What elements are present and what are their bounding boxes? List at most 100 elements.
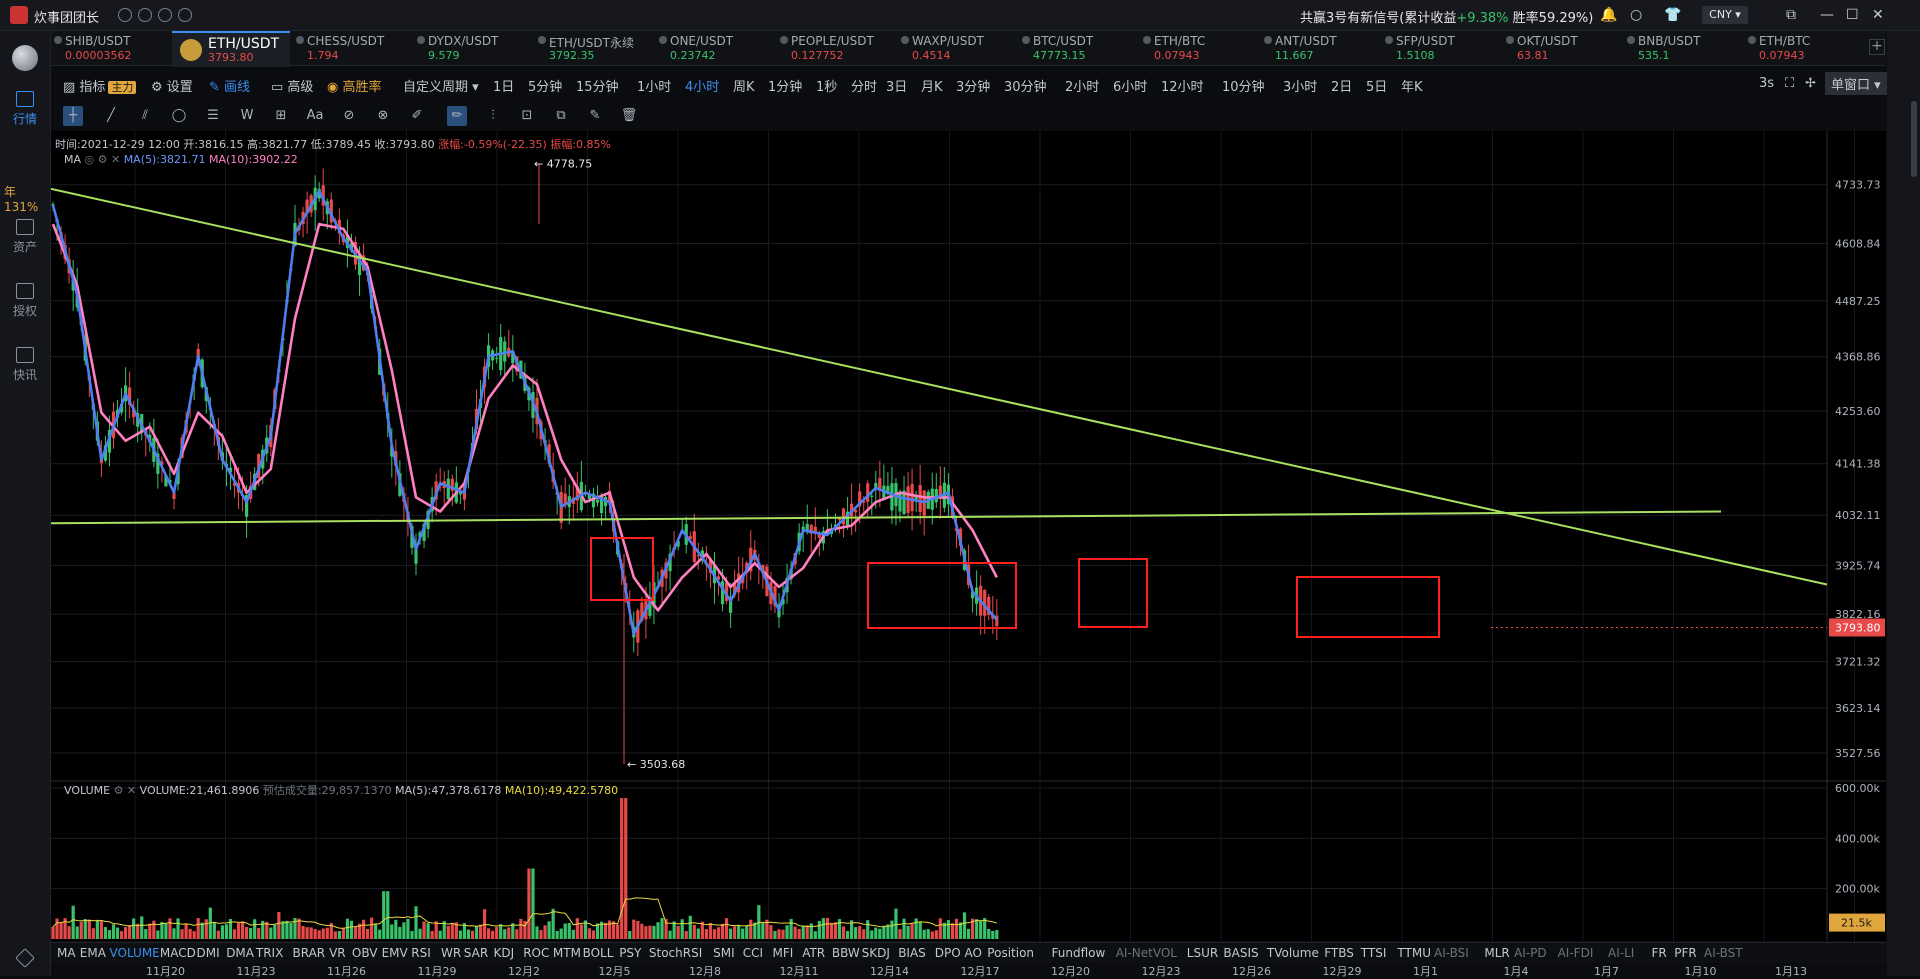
indicator-tab[interactable]: CCI <box>742 946 764 960</box>
pair-tab[interactable]: ANT/USDT 11.667 <box>1261 31 1379 65</box>
speed-icon[interactable] <box>178 8 192 22</box>
search-icon[interactable]: ○ <box>1630 7 1643 23</box>
period-option[interactable]: 30分钟 <box>1004 80 1047 95</box>
indicator-tab[interactable]: MFI <box>772 946 794 960</box>
period-option[interactable]: 6小时 <box>1113 80 1148 95</box>
pair-tab[interactable]: WAXP/USDT 0.4514 <box>898 31 1016 65</box>
magnet-tool-icon[interactable]: ⊘ <box>343 108 355 123</box>
period-option[interactable]: 2小时 <box>1065 80 1100 95</box>
hide-tool-icon[interactable]: ⊗ <box>377 108 389 123</box>
add-tab-button[interactable]: + <box>1869 39 1885 55</box>
period-option[interactable]: 10分钟 <box>1222 80 1265 95</box>
lightning-icon[interactable] <box>138 8 152 22</box>
indicator-tab[interactable]: BBW <box>831 946 860 960</box>
candle-tool-icon[interactable]: ⫶ <box>491 108 495 123</box>
indicator-tab[interactable]: ROC <box>523 946 550 960</box>
ruler-tool-icon[interactable]: ✐ <box>411 108 423 123</box>
chart-area[interactable]: ← 4778.75 ← 3503.68 4733.73 4608.84 4487.25 4… <box>50 131 1886 941</box>
indicator-tab[interactable]: BIAS <box>898 946 926 960</box>
pair-tab[interactable]: BNB/USDT 535.1 <box>1624 31 1742 65</box>
indicator-tab[interactable]: MLR <box>1484 946 1510 960</box>
indicator-tab[interactable]: AO <box>964 946 982 960</box>
pair-tab[interactable]: OKT/USDT 63.81 <box>1503 31 1621 65</box>
indicator-tab[interactable]: AI-PD <box>1514 946 1547 960</box>
indicator-tab[interactable]: BOLL <box>582 946 614 960</box>
indicator-tab[interactable]: PSY <box>619 946 642 960</box>
bell-icon[interactable]: 🔔 <box>1600 7 1618 23</box>
circle-tool-icon[interactable]: ◯ <box>171 108 187 123</box>
indicator-tab[interactable]: LSUR <box>1186 946 1219 960</box>
pair-tab[interactable]: BTC/USDT 47773.15 <box>1019 31 1137 65</box>
pair-tab[interactable]: ONE/USDT 0.23742 <box>656 31 774 65</box>
period-option[interactable]: 12小时 <box>1161 80 1204 95</box>
pair-tab[interactable]: SHIB/USDT 0.00003562 <box>51 31 169 65</box>
wave-tool-icon[interactable]: W <box>240 108 254 123</box>
indicator-tab[interactable]: AI-BSI <box>1434 946 1469 960</box>
copy-tool-icon[interactable]: ⧉ <box>556 108 566 123</box>
indicator-tab[interactable]: BASIS <box>1223 946 1259 960</box>
popout-icon[interactable]: ⧉ <box>1786 7 1796 23</box>
fullscreen-icon[interactable]: ⛶ <box>1785 76 1795 91</box>
pen-tool-icon[interactable]: ✏ <box>447 106 467 126</box>
period-option[interactable]: 1小时 <box>637 80 672 95</box>
period-option[interactable]: 15分钟 <box>576 80 619 95</box>
channel-tool-icon[interactable]: ⫽ <box>142 108 148 123</box>
period-option[interactable]: 4小时 <box>685 80 720 95</box>
indicator-tab[interactable]: DPO <box>934 946 961 960</box>
scrollbar[interactable] <box>1911 101 1917 177</box>
maximize-icon[interactable]: ☐ <box>1846 7 1859 23</box>
period-option[interactable]: 1分钟 <box>768 80 803 95</box>
period-option[interactable]: 年K <box>1401 80 1423 95</box>
indicator-tab[interactable]: MACD <box>159 946 196 960</box>
indicator-tab[interactable]: TRIX <box>255 946 284 960</box>
crosshair-icon[interactable]: ✢ <box>1805 76 1816 91</box>
indicator-tab[interactable]: RSI <box>411 946 431 960</box>
signal-notice[interactable]: 共赢3号有新信号(累计收益+9.38% 胜率59.29%) <box>1300 7 1593 26</box>
pair-tab[interactable]: CHESS/USDT 1.794 <box>293 31 411 65</box>
winrate-button[interactable]: ◉ 高胜率 <box>327 80 382 95</box>
indicator-tab[interactable]: StochRSI <box>648 946 703 960</box>
indicator-tab[interactable]: AI-FDI <box>1557 946 1594 960</box>
pair-tab[interactable]: ETH/BTC 0.07943 <box>1140 31 1258 65</box>
period-option[interactable]: 3日 <box>886 80 908 95</box>
crosshair-tool-icon[interactable]: ┼ <box>63 106 83 126</box>
indicator-tab[interactable]: VOLUME <box>109 946 160 960</box>
pair-tab[interactable]: DYDX/USDT 9.579 <box>414 31 532 65</box>
indicator-tab[interactable]: SAR <box>463 946 489 960</box>
clock-icon[interactable] <box>158 8 172 22</box>
settings-button[interactable]: ⚙ 设置 <box>151 80 193 95</box>
line-tool-icon[interactable]: ╱ <box>107 108 115 123</box>
indicator-tab[interactable]: AI-NetVOL <box>1115 946 1177 960</box>
pair-tab[interactable]: SFP/USDT 1.5108 <box>1382 31 1500 65</box>
period-option[interactable]: 2日 <box>1331 80 1353 95</box>
pair-tab[interactable]: PEOPLE/USDT 0.127752 <box>777 31 895 65</box>
volume-settings-icon[interactable]: ⚙ ✕ <box>113 784 140 797</box>
pair-tab[interactable]: ETH/USDT永续 3792.35 <box>535 31 653 65</box>
period-option[interactable]: 1日 <box>493 80 515 95</box>
indicator-button[interactable]: ▨ 指标 主力 <box>63 76 137 95</box>
indicator-tab[interactable]: SKDJ <box>861 946 890 960</box>
lock-tool-icon[interactable]: ⊡ <box>521 108 533 123</box>
nav-market[interactable]: 行情 <box>0 91 50 127</box>
shirt-icon[interactable]: 👕 <box>1664 7 1682 23</box>
currency-select[interactable]: CNY ▾ <box>1702 6 1748 24</box>
pause-icon[interactable] <box>118 8 132 22</box>
period-option[interactable]: 5分钟 <box>528 80 563 95</box>
refresh-interval[interactable]: 3s <box>1759 76 1775 91</box>
indicator-tab[interactable]: OBV <box>351 946 378 960</box>
indicator-tab[interactable]: TTMU <box>1397 946 1431 960</box>
trash-icon[interactable]: 🗑 <box>620 108 638 123</box>
indicator-tab[interactable]: AI-BST <box>1704 946 1743 960</box>
advanced-button[interactable]: ▭ 高级 <box>271 80 314 95</box>
period-option[interactable]: 1秒 <box>816 80 838 95</box>
indicator-tab[interactable]: AI-LI <box>1608 946 1635 960</box>
indicator-tab[interactable]: EMV <box>381 946 408 960</box>
eye-icon[interactable]: ◎ ⚙ ✕ <box>84 153 124 166</box>
measure-tool-icon[interactable]: ⊞ <box>275 108 287 123</box>
custom-period-select[interactable]: 自定义周期 ▾ <box>403 80 479 95</box>
indicator-tab[interactable]: MA <box>57 946 76 960</box>
indicator-tab[interactable]: Fundflow <box>1051 946 1106 960</box>
nav-auth[interactable]: 授权 <box>0 283 50 319</box>
indicator-tab[interactable]: MTM <box>552 946 581 960</box>
nav-bottom[interactable] <box>0 948 50 968</box>
